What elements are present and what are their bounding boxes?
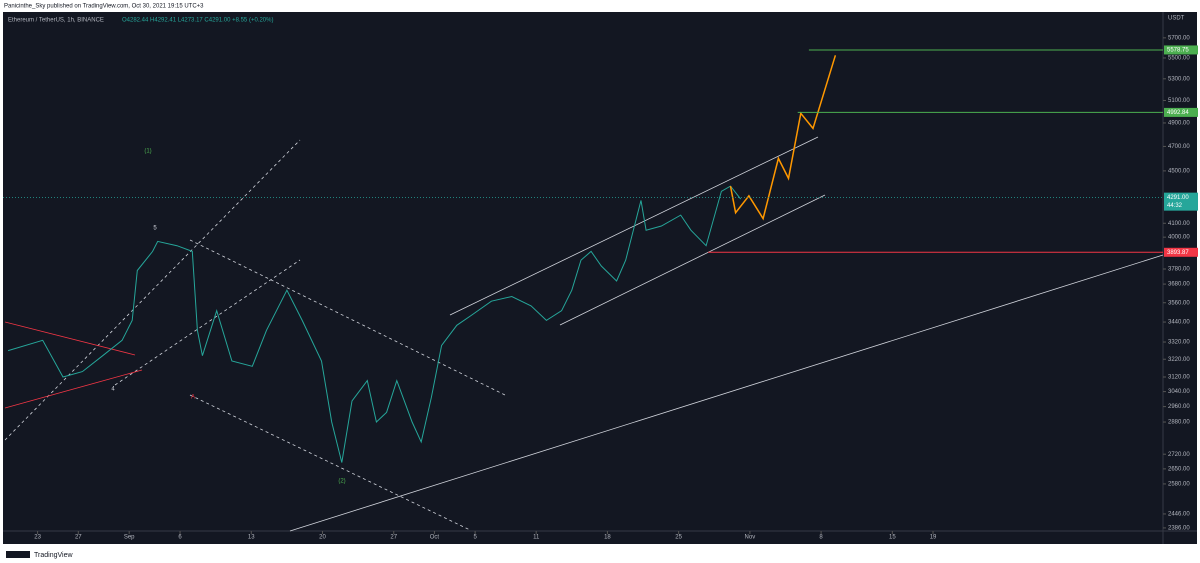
projection-line <box>729 55 837 221</box>
publisher-line: Panicinthe_Sky published on TradingView.… <box>4 4 204 10</box>
y-tick-label: 3440.00 <box>1168 320 1190 326</box>
y-tick-label: 4500.00 <box>1168 168 1190 174</box>
y-tick-label: 4000.00 <box>1168 235 1190 241</box>
x-tick-label: 6 <box>178 535 182 541</box>
y-tick-label: 4900.00 <box>1168 121 1190 127</box>
price-line <box>7 185 742 463</box>
x-tick-label: 5 <box>473 535 477 541</box>
y-tick-label: 5700.00 <box>1168 35 1190 41</box>
price-level-label: 3893.87 <box>1167 250 1189 256</box>
y-tick-label: 3320.00 <box>1168 340 1190 346</box>
ohlc-text: O4282.44 H4292.41 L4273.17 C4291.00 +8.5… <box>122 18 273 24</box>
price-level-label: 5578.75 <box>1167 48 1189 54</box>
y-tick-label: 2580.00 <box>1168 482 1190 488</box>
y-tick-label: 2960.00 <box>1168 404 1190 410</box>
last-price-label: 4291.00 <box>1167 195 1189 201</box>
x-tick-label: 20 <box>319 535 326 541</box>
wave-annotation: A <box>191 395 195 401</box>
last-price-box <box>1164 192 1198 211</box>
price-level-label-box <box>1164 107 1198 117</box>
trendline <box>4 139 301 441</box>
x-tick-label: 13 <box>248 535 255 541</box>
x-tick-label: 23 <box>34 535 41 541</box>
y-tick-label: 5500.00 <box>1168 56 1190 62</box>
trendline <box>559 194 826 326</box>
y-tick-label: 4700.00 <box>1168 144 1190 150</box>
y-tick-label: 5100.00 <box>1168 98 1190 104</box>
y-tick-label: 5300.00 <box>1168 76 1190 82</box>
footer-logo: TradingView <box>34 552 73 559</box>
y-tick-label: 3120.00 <box>1168 375 1190 381</box>
wave-annotation: 5 <box>153 226 157 232</box>
y-tick-label: 2650.00 <box>1168 466 1190 472</box>
x-tick-label: Oct <box>430 535 440 541</box>
y-tick-label: 2880.00 <box>1168 420 1190 426</box>
x-tick-label: Nov <box>745 535 756 541</box>
x-tick-label: Sep <box>124 535 135 541</box>
trendline <box>189 239 506 396</box>
x-tick-label: 25 <box>675 535 682 541</box>
x-tick-label: 27 <box>75 535 82 541</box>
logo-icon <box>6 551 30 558</box>
currency-label: USDT <box>1168 16 1185 22</box>
y-tick-label: 3220.00 <box>1168 357 1190 363</box>
y-tick-label: 3680.00 <box>1168 282 1190 288</box>
y-tick-label: 3040.00 <box>1168 389 1190 395</box>
trendline <box>114 259 301 386</box>
y-tick-label: 3560.00 <box>1168 300 1190 306</box>
wave-annotation: (2) <box>338 479 345 485</box>
y-tick-label: 2446.00 <box>1168 512 1190 518</box>
x-tick-label: 11 <box>533 535 540 541</box>
x-tick-label: 15 <box>889 535 896 541</box>
y-tick-label: 4100.00 <box>1168 221 1190 227</box>
x-tick-label: 18 <box>604 535 611 541</box>
countdown-label: 44:32 <box>1167 203 1183 209</box>
symbol-title: Ethereum / TetherUS, 1h, BINANCE <box>8 18 104 24</box>
x-tick-label: 19 <box>930 535 937 541</box>
y-tick-label: 2386.00 <box>1168 526 1190 532</box>
wave-annotation: (1) <box>144 149 151 155</box>
x-tick-label: 8 <box>819 535 823 541</box>
trendline <box>4 369 143 409</box>
y-tick-label: 3780.00 <box>1168 267 1190 273</box>
y-tick-label: 2720.00 <box>1168 452 1190 458</box>
trendline <box>4 321 136 356</box>
chart-background <box>3 12 1197 544</box>
trendline <box>289 254 1164 532</box>
price-level-label: 4992.84 <box>1167 110 1189 116</box>
wave-annotation: 4 <box>111 387 115 393</box>
trendline <box>189 394 471 531</box>
x-tick-label: 27 <box>390 535 397 541</box>
price-level-label-box <box>1164 45 1198 55</box>
price-level-label-box <box>1164 247 1198 257</box>
